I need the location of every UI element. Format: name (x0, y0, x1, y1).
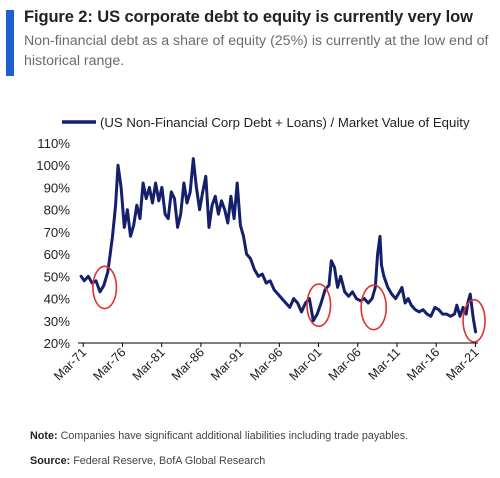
y-axis: 110% 100% 90% 80% 70% 60% 50% 40% 30% 20% (36, 136, 70, 351)
x-tick-label: Mar-21 (443, 345, 481, 383)
highlight-circle (462, 298, 486, 343)
source-text: Federal Reserve, BofA Global Research (70, 455, 266, 467)
accent-bar (6, 10, 14, 76)
note-text: Companies have significant additional li… (57, 430, 409, 442)
figure-subtitle: Non-financial debt as a share of equity … (24, 33, 489, 69)
footer-source: Source: Federal Reserve, BofA Global Res… (30, 455, 265, 467)
x-tick-label: Mar-16 (404, 345, 442, 383)
y-tick-label: 90% (44, 180, 71, 195)
highlight-circle (306, 283, 332, 328)
y-tick-label: 80% (44, 203, 71, 218)
x-tick-label: Mar-86 (169, 345, 207, 383)
legend-label: (US Non-Financial Corp Debt + Loans) / M… (100, 115, 470, 130)
series-line (79, 157, 478, 334)
footer-note: Note: Companies have significant additio… (30, 430, 408, 442)
x-tick-label: Mar-96 (247, 345, 285, 383)
x-tick-label: Mar-76 (90, 345, 128, 383)
x-tick-label: Mar-06 (326, 345, 364, 383)
chart-container: (US Non-Financial Corp Debt + Loans) / M… (0, 105, 500, 430)
highlight-circle (360, 284, 388, 331)
line-chart: (US Non-Financial Corp Debt + Loans) / M… (36, 115, 486, 383)
figure-header: Figure 2: US corporate debt to equity is… (0, 8, 500, 78)
figure-title: Figure 2: US corporate debt to equity is… (24, 8, 473, 26)
y-tick-label: 40% (44, 292, 71, 307)
y-tick-label: 110% (37, 136, 70, 151)
x-tick-label: Mar-11 (366, 345, 403, 382)
y-tick-label: 50% (44, 269, 71, 284)
y-tick-label: 100% (36, 158, 70, 173)
x-axis: Mar-71 Mar-76 Mar-81 Mar-86 Mar-91 Mar-96 Mar-… (51, 342, 482, 383)
x-tick-label: Mar-01 (287, 345, 325, 383)
y-tick-label: 70% (44, 225, 71, 240)
y-tick-label: 60% (44, 247, 71, 262)
series-group (79, 157, 478, 334)
y-tick-label: 30% (44, 314, 71, 329)
x-tick-label: Mar-91 (208, 345, 246, 383)
highlight-circle (92, 265, 118, 310)
source-lead: Source: (30, 455, 71, 467)
legend: (US Non-Financial Corp Debt + Loans) / M… (62, 115, 470, 130)
y-tick-label: 20% (44, 336, 71, 351)
x-tick-label: Mar-81 (130, 345, 168, 383)
note-lead: Note: (30, 430, 58, 442)
annotations (92, 265, 486, 343)
